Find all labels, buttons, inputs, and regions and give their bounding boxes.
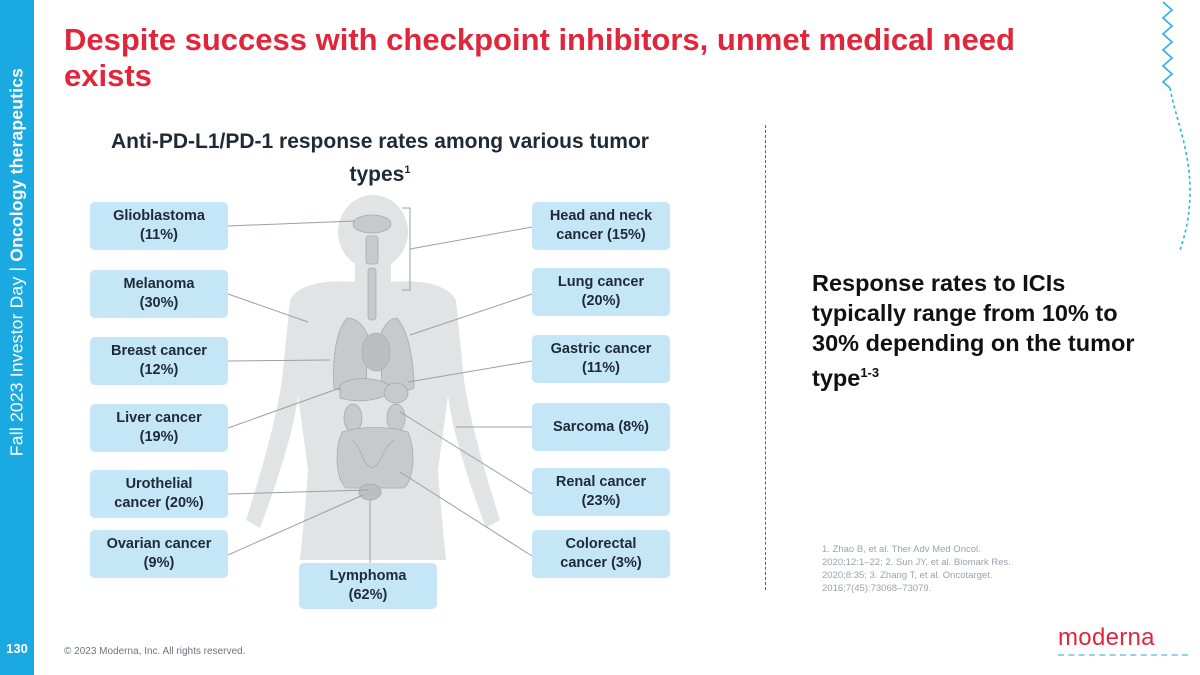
label-name: Urothelial xyxy=(125,476,193,492)
slide-title: Despite success with checkpoint inhibito… xyxy=(64,22,1015,93)
label-name: Lymphoma xyxy=(329,568,407,584)
label-name: Gastric cancer xyxy=(550,341,652,357)
key-message: Response rates to ICIs typically range f… xyxy=(812,268,1142,393)
organs xyxy=(333,214,415,501)
label-urothelial-cancer: Urothelial cancer (20%) xyxy=(90,470,228,518)
label-rate: (11%) xyxy=(582,360,620,376)
label-gastric-cancer: Gastric cancer (11%) xyxy=(532,335,670,383)
label-name: Sarcoma (8%) xyxy=(553,418,649,435)
label-name: Breast cancer xyxy=(111,343,207,359)
label-name: Head and neck xyxy=(549,208,653,224)
label-rate: cancer (20%) xyxy=(114,495,204,511)
label-rate: (11%) xyxy=(140,227,178,243)
copyright: © 2023 Moderna, Inc. All rights reserved… xyxy=(64,646,246,657)
diagram-title-sup: 1 xyxy=(404,164,411,176)
label-glioblastoma: Glioblastoma (11%) xyxy=(90,202,228,250)
label-melanoma: Melanoma (30%) xyxy=(90,270,228,318)
sidebar: Fall 2023 Investor Day | Oncology therap… xyxy=(0,0,34,675)
page-number: 130 xyxy=(6,641,28,656)
label-lymphoma: Lymphoma (62%) xyxy=(299,563,437,609)
reference-line: 2020;12:1–22; 2. Sun JY, et al. Biomark … xyxy=(822,557,1011,568)
connector-lines xyxy=(227,207,533,563)
label-rate: (19%) xyxy=(139,429,179,445)
label-name: Renal cancer xyxy=(555,474,647,490)
references: 1. Zhao B, et al. Ther Adv Med Oncol. 20… xyxy=(822,543,1052,595)
label-rate: cancer (15%) xyxy=(556,227,646,243)
label-ovarian-cancer: Ovarian cancer (9%) xyxy=(90,530,228,578)
label-head-and-neck-cancer: Head and neck cancer (15%) xyxy=(532,202,670,250)
label-name: Colorectal xyxy=(565,536,637,552)
logo-underline xyxy=(1058,654,1188,656)
label-rate: (62%) xyxy=(348,587,388,603)
label-colorectal-cancer: Colorectal cancer (3%) xyxy=(532,530,670,578)
section-divider xyxy=(765,125,766,590)
reference-line: 2020;8:35; 3. Zhang T, et al. Oncotarget… xyxy=(822,570,993,581)
label-name: Ovarian cancer xyxy=(106,536,212,552)
reference-line: 1. Zhao B, et al. Ther Adv Med Oncol. xyxy=(822,544,981,555)
label-rate: (23%) xyxy=(581,493,621,509)
label-rate: (9%) xyxy=(143,555,175,571)
label-sarcoma: Sarcoma (8%) xyxy=(532,403,670,451)
label-breast-cancer: Breast cancer (12%) xyxy=(90,337,228,385)
label-name: Liver cancer xyxy=(116,410,202,426)
label-rate: cancer (3%) xyxy=(560,555,642,571)
diagram-title: Anti-PD-L1/PD-1 response rates among var… xyxy=(100,128,660,189)
label-rate: (12%) xyxy=(139,362,179,378)
label-rate: (20%) xyxy=(581,293,621,309)
key-message-sup: 1-3 xyxy=(860,365,880,380)
label-liver-cancer: Liver cancer (19%) xyxy=(90,404,228,452)
label-rate: (30%) xyxy=(139,295,179,311)
label-lung-cancer: Lung cancer (20%) xyxy=(532,268,670,316)
label-renal-cancer: Renal cancer (23%) xyxy=(532,468,670,516)
label-name: Glioblastoma xyxy=(113,208,205,224)
diagram-title-text: Anti-PD-L1/PD-1 response rates among var… xyxy=(111,130,649,186)
label-name: Melanoma xyxy=(123,276,195,292)
key-message-text: Response rates to ICIs typically range f… xyxy=(812,270,1135,391)
reference-line: 2016;7(45):73068–73079. xyxy=(822,583,932,594)
moderna-logo: moderna xyxy=(1058,624,1155,651)
label-name: Lung cancer xyxy=(557,274,645,290)
